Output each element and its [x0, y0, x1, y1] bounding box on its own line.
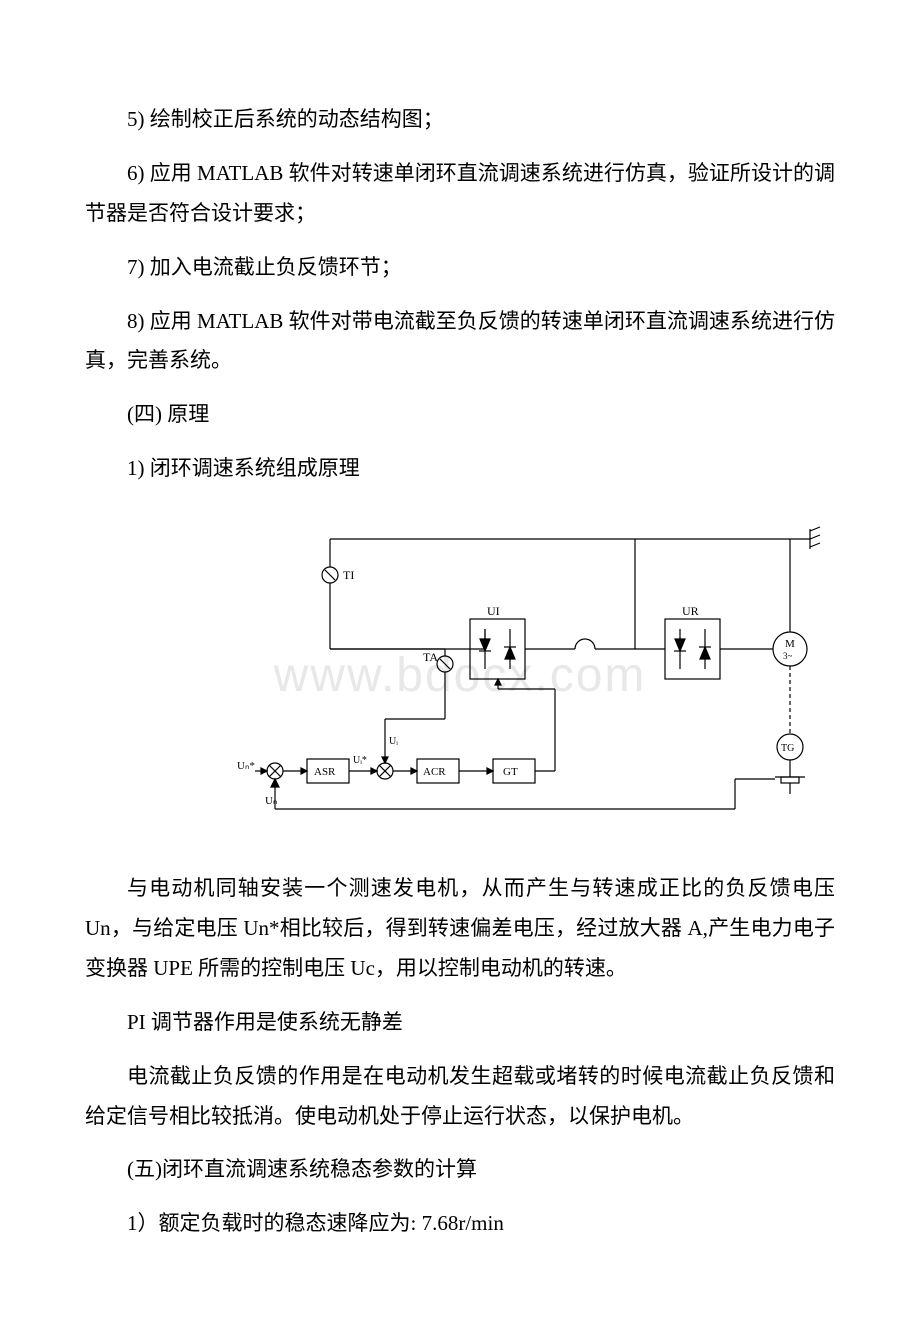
circuit-diagram: TI TA UI UR — [235, 519, 835, 839]
label-M: M — [785, 638, 795, 650]
subsection-1-title: 1) 闭环调速系统组成原理 — [85, 449, 835, 489]
paragraph-6: 6) 应用 MATLAB 软件对转速单闭环直流调速系统进行仿真，验证所设计的调节… — [85, 154, 835, 234]
label-TA: TA — [423, 650, 438, 664]
circuit-svg: TI TA UI UR — [235, 519, 855, 839]
label-TI: TI — [343, 568, 354, 582]
label-Ui-star: Uᵢ* — [353, 755, 367, 766]
label-Ui: Uᵢ — [389, 736, 398, 747]
paragraph-7: 7) 加入电流截止负反馈环节； — [85, 248, 835, 288]
label-Un: Uₙ — [265, 795, 277, 807]
label-ACR: ACR — [423, 766, 446, 778]
label-UI: UI — [487, 604, 500, 618]
label-UR: UR — [682, 604, 699, 618]
label-Un-star: Uₙ* — [237, 760, 255, 772]
section-5-title: (五)闭环直流调速系统稳态参数的计算 — [85, 1150, 835, 1190]
label-three: 3~ — [783, 651, 793, 661]
paragraph-5: 5) 绘制校正后系统的动态结构图； — [85, 100, 835, 140]
item-1: 1）额定负载时的稳态速降应为: 7.68r/min — [85, 1204, 835, 1244]
paragraph-desc-1: 与电动机同轴安装一个测速发电机，从而产生与转速成正比的负反馈电压 Un，与给定电… — [85, 869, 835, 989]
label-TG: TG — [781, 743, 794, 754]
label-ASR: ASR — [314, 766, 336, 778]
paragraph-desc-2: PI 调节器作用是使系统无静差 — [85, 1003, 835, 1043]
label-GT: GT — [503, 766, 518, 778]
section-4-title: (四) 原理 — [85, 395, 835, 435]
paragraph-8: 8) 应用 MATLAB 软件对带电流截至负反馈的转速单闭环直流调速系统进行仿真… — [85, 302, 835, 382]
paragraph-desc-3: 电流截止负反馈的作用是在电动机发生超载或堵转的时候电流截止负反馈和给定信号相比较… — [85, 1057, 835, 1137]
